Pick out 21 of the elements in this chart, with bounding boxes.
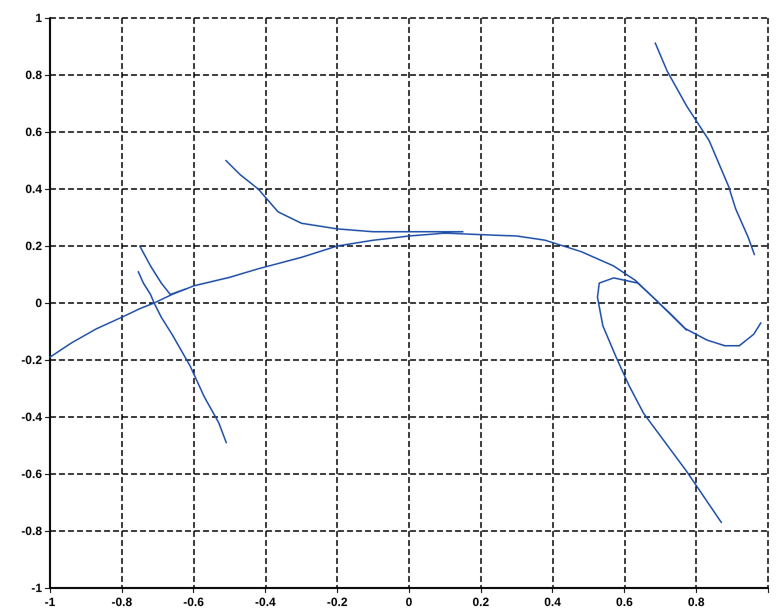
y-tick-label: 0.6 [25, 125, 42, 139]
x-tick-label: 0.8 [688, 595, 705, 609]
x-tick-label: 0.2 [472, 595, 490, 609]
x-tick-label: 0.4 [544, 595, 562, 609]
y-tick-label: 0.4 [25, 182, 42, 196]
x-tick-label: -0.8 [111, 595, 132, 609]
y-tick-label: 1 [35, 11, 42, 25]
y-tick-label: -0.2 [21, 353, 42, 367]
x-tick-label: -0.2 [326, 595, 348, 609]
y-tick-label: -1 [31, 581, 42, 595]
y-tick-label: -0.8 [21, 524, 42, 538]
x-tick-label: -0.4 [255, 595, 276, 609]
x-tick-label: -0.6 [183, 595, 204, 609]
y-tick-label: 0.2 [25, 239, 42, 253]
x-tick-label: -1 [44, 595, 56, 609]
x-tick-label: 0 [406, 595, 413, 609]
y-tick-label: -0.6 [21, 467, 42, 481]
y-tick-label: 0.8 [25, 68, 42, 82]
x-tick-label: 0.6 [616, 595, 634, 609]
y-tick-label: -0.4 [21, 410, 42, 424]
y-tick-label: 0 [35, 296, 42, 310]
